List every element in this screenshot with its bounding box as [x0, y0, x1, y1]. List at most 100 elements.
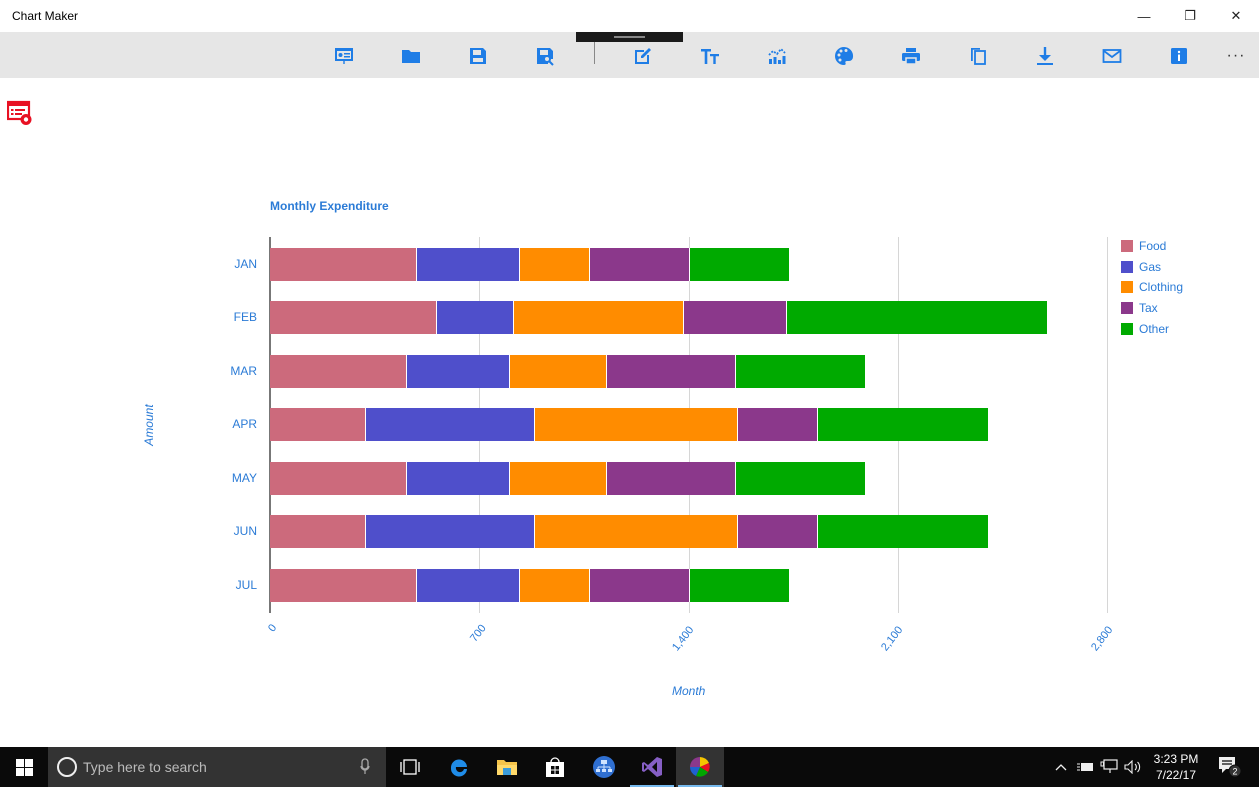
bar-segment-gas[interactable] [416, 569, 520, 602]
category-label: JAN [234, 257, 257, 271]
bar-segment-clothing[interactable] [519, 569, 590, 602]
color-theme-button[interactable] [832, 44, 856, 68]
minimize-button[interactable]: — [1121, 0, 1167, 32]
bar-segment-tax[interactable] [589, 569, 690, 602]
bar-segment-clothing[interactable] [513, 301, 684, 334]
mail-icon [1102, 49, 1122, 63]
save-button[interactable] [466, 44, 490, 68]
visual-studio-button[interactable] [628, 747, 676, 787]
legend-swatch [1121, 281, 1133, 294]
open-button[interactable] [399, 44, 423, 68]
bar-segment-gas[interactable] [406, 462, 510, 495]
chart-maker-icon [690, 757, 710, 777]
save-as-button[interactable] [533, 44, 557, 68]
bar-segment-food[interactable] [270, 515, 367, 548]
bar-segment-food[interactable] [270, 301, 437, 334]
bar-segment-tax[interactable] [738, 515, 818, 548]
folder-icon [402, 50, 420, 63]
print-button[interactable] [899, 44, 923, 68]
volume-button[interactable] [1122, 747, 1144, 787]
store-icon [546, 757, 564, 777]
download-button[interactable] [1033, 44, 1057, 68]
chart-icon [768, 47, 786, 64]
search-box[interactable]: Type here to search [48, 747, 386, 787]
bar-segment-other[interactable] [735, 462, 866, 495]
show-hidden-icons-button[interactable] [1050, 747, 1072, 787]
legend-label: Food [1139, 239, 1167, 254]
bar-segment-tax[interactable] [589, 248, 690, 281]
bar-segment-gas[interactable] [366, 515, 536, 548]
bar-row-apr [270, 408, 990, 441]
bar-segment-clothing[interactable] [509, 462, 607, 495]
bar-segment-other[interactable] [786, 301, 1049, 334]
bar-segment-food[interactable] [270, 248, 417, 281]
clock[interactable]: 3:23 PM 7/22/17 [1146, 751, 1206, 783]
task-view-button[interactable] [386, 747, 434, 787]
close-button[interactable]: ✕ [1213, 0, 1259, 32]
legend-swatch [1121, 322, 1133, 335]
power-button[interactable] [1074, 747, 1096, 787]
network-app-button[interactable] [580, 747, 628, 787]
x-tick-label: 700 [467, 622, 489, 645]
bar-segment-tax[interactable] [683, 301, 787, 334]
edge-button[interactable] [435, 747, 483, 787]
legend-swatch [1121, 240, 1133, 253]
bar-segment-gas[interactable] [366, 408, 536, 441]
x-axis-title: Month [672, 684, 706, 698]
legend-label: Clothing [1139, 280, 1184, 295]
more-options-button[interactable]: ··· [1224, 44, 1248, 68]
bar-segment-other[interactable] [689, 248, 791, 281]
bar-segment-tax[interactable] [606, 462, 736, 495]
running-indicator [630, 785, 674, 787]
bar-segment-tax[interactable] [606, 355, 736, 388]
legend-item-gas[interactable]: Gas [1121, 257, 1183, 278]
bar-segment-food[interactable] [270, 462, 407, 495]
legend-item-clothing[interactable]: Clothing [1121, 277, 1183, 298]
bar-segment-tax[interactable] [738, 408, 818, 441]
bar-segment-clothing[interactable] [535, 408, 739, 441]
bar-segment-gas[interactable] [406, 355, 510, 388]
edit-data-button[interactable] [631, 44, 655, 68]
network-status-button[interactable] [1098, 747, 1120, 787]
start-button[interactable] [0, 747, 48, 787]
bar-segment-other[interactable] [735, 355, 866, 388]
email-button[interactable] [1100, 44, 1124, 68]
save-icon [470, 48, 486, 64]
category-label: MAY [231, 471, 257, 485]
bar-segment-gas[interactable] [416, 248, 520, 281]
legend-label: Gas [1139, 259, 1162, 274]
notification-icon: 2 [1219, 757, 1242, 778]
bar-segment-gas[interactable] [437, 301, 514, 334]
store-button[interactable] [531, 747, 579, 787]
speaker-icon [1124, 760, 1141, 774]
copy-button[interactable] [966, 44, 990, 68]
presentation-button[interactable] [332, 44, 356, 68]
text-format-button[interactable] [698, 44, 722, 68]
bar-segment-clothing[interactable] [535, 515, 739, 548]
legend-item-tax[interactable]: Tax [1121, 298, 1183, 319]
bar-segment-other[interactable] [817, 515, 990, 548]
restore-button[interactable]: ❐ [1167, 0, 1213, 32]
toolbar-separator [594, 42, 595, 64]
action-center-button[interactable]: 2 [1215, 747, 1245, 787]
bar-segment-clothing[interactable] [519, 248, 590, 281]
bar-segment-food[interactable] [270, 408, 367, 441]
bar-segment-other[interactable] [689, 569, 791, 602]
data-preview-button[interactable] [6, 100, 33, 126]
legend-label: Tax [1139, 301, 1158, 316]
legend-item-food[interactable]: Food [1121, 236, 1183, 257]
legend-item-other[interactable]: Other [1121, 318, 1183, 339]
bar-segment-clothing[interactable] [509, 355, 607, 388]
legend-label: Other [1139, 321, 1170, 336]
chart-maker-taskbar-button[interactable] [676, 747, 724, 787]
bar-segment-food[interactable] [270, 355, 407, 388]
chart-type-button[interactable] [765, 44, 789, 68]
drag-handle[interactable] [576, 32, 683, 42]
bar-segment-other[interactable] [817, 408, 990, 441]
bar-segment-food[interactable] [270, 569, 417, 602]
microphone-icon[interactable] [360, 758, 370, 776]
info-button[interactable] [1167, 44, 1191, 68]
file-explorer-button[interactable] [483, 747, 531, 787]
download-icon [1037, 47, 1053, 65]
chevron-up-icon [1055, 764, 1067, 771]
